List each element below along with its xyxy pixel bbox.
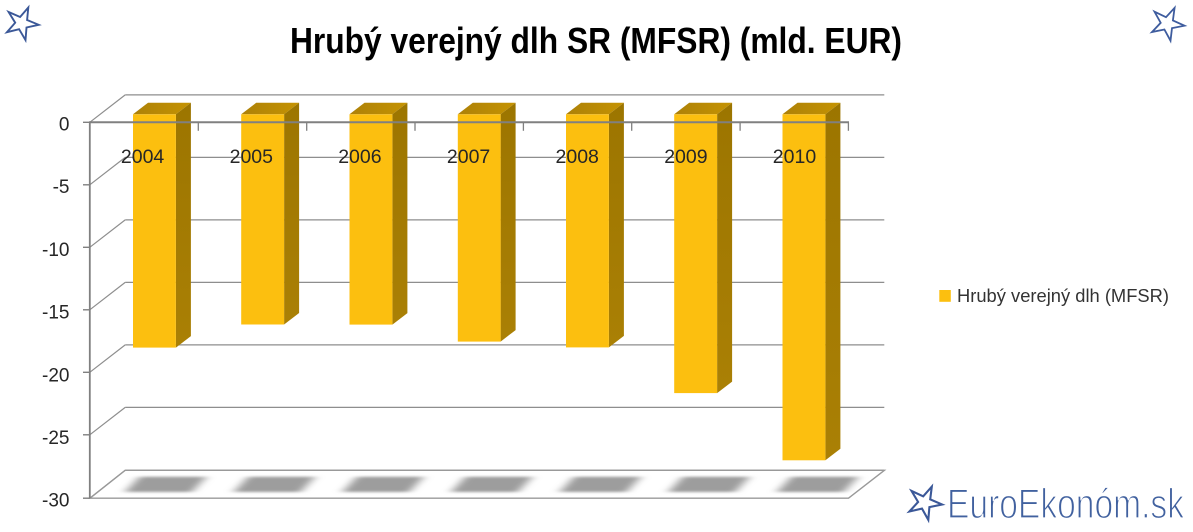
svg-text:2008: 2008 — [556, 146, 599, 168]
svg-text:2009: 2009 — [664, 146, 707, 168]
svg-text:-30: -30 — [42, 491, 69, 512]
svg-text:-10: -10 — [42, 240, 69, 261]
svg-text:2010: 2010 — [773, 146, 817, 168]
svg-text:-15: -15 — [42, 303, 69, 324]
svg-text:2004: 2004 — [121, 146, 165, 168]
svg-text:0: 0 — [59, 114, 70, 135]
svg-text:EuroEkonóm.sk: EuroEkonóm.sk — [947, 480, 1185, 527]
svg-text:-25: -25 — [42, 428, 69, 449]
svg-text:Hrubý verejný dlh (MFSR): Hrubý verejný dlh (MFSR) — [957, 285, 1169, 306]
svg-text:-20: -20 — [42, 365, 69, 386]
svg-text:2006: 2006 — [338, 146, 381, 168]
svg-text:2007: 2007 — [447, 146, 490, 168]
svg-text:2005: 2005 — [230, 146, 274, 168]
svg-text:-5: -5 — [53, 177, 70, 198]
svg-text:Hrubý verejný dlh SR (MFSR) (m: Hrubý verejný dlh SR (MFSR) (mld. EUR) — [290, 20, 902, 61]
